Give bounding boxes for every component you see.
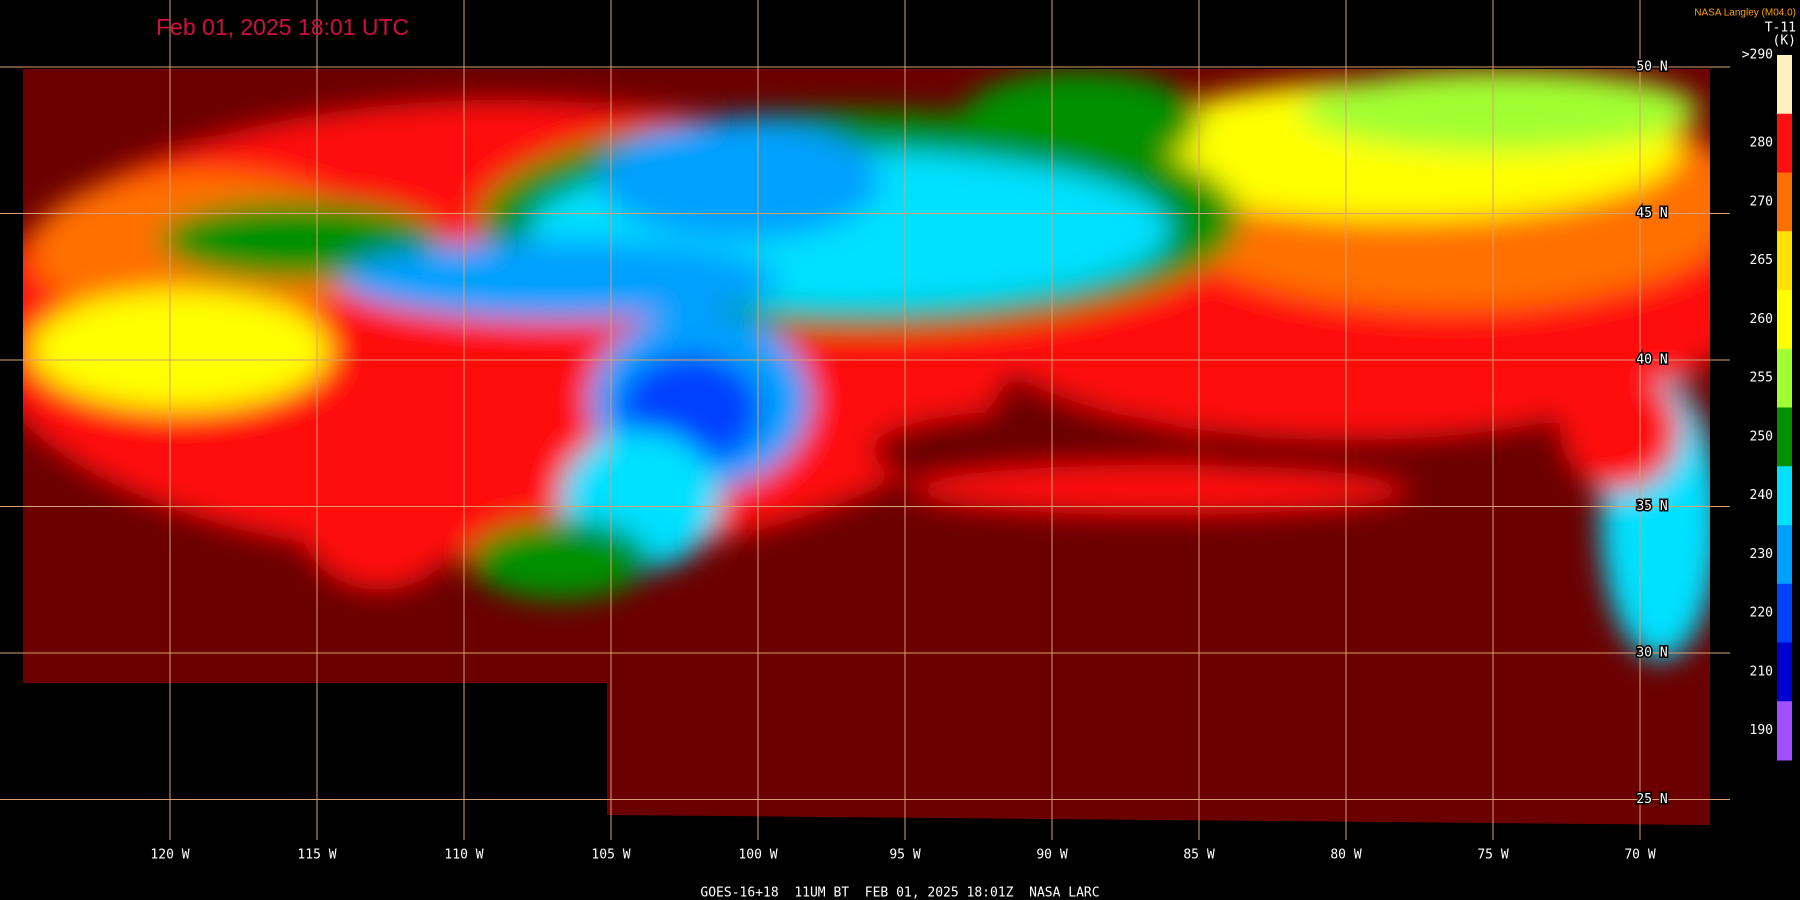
legend-swatch xyxy=(1777,701,1792,761)
lat-label: 40 N xyxy=(1636,353,1667,368)
legend-label: 255 xyxy=(1750,371,1773,386)
legend-label: 210 xyxy=(1750,664,1773,679)
legend-swatch xyxy=(1777,407,1792,467)
legend-label: 250 xyxy=(1750,429,1773,444)
legend-label: >290 xyxy=(1742,48,1773,63)
footer: GOES-16+18 11UM BT FEB 01, 2025 18:01Z N… xyxy=(700,886,1099,900)
lat-label: 25 N xyxy=(1636,792,1667,807)
lon-label: 80 W xyxy=(1330,848,1361,863)
lon-label: 70 W xyxy=(1624,848,1655,863)
legend-label: 230 xyxy=(1750,547,1773,562)
lat-label: 35 N xyxy=(1636,499,1667,514)
legend-unit: (K) xyxy=(1773,34,1796,49)
lat-label: 45 N xyxy=(1636,206,1667,221)
lon-label: 85 W xyxy=(1183,848,1214,863)
lon-label: 120 W xyxy=(150,848,189,863)
legend-swatch xyxy=(1777,290,1792,350)
legend: >290 280 270 265 260 255 250 240 230 220 210 190 xyxy=(1742,48,1792,761)
legend-swatch xyxy=(1777,231,1792,291)
legend-label: 265 xyxy=(1750,253,1773,268)
graticule: 120 W 115 W 110 W 105 W 100 W 95 W 90 W 85 W 80 … xyxy=(0,0,1730,863)
lon-label: 115 W xyxy=(297,848,336,863)
imagery xyxy=(23,69,1710,825)
legend-label: 240 xyxy=(1750,488,1773,503)
legend-swatch xyxy=(1777,583,1792,643)
legend-swatch xyxy=(1777,525,1792,585)
lon-label: 95 W xyxy=(889,848,920,863)
lon-label: 110 W xyxy=(444,848,483,863)
legend-label: 280 xyxy=(1750,136,1773,151)
legend-swatch xyxy=(1777,113,1792,173)
lat-label: 50 N xyxy=(1636,60,1667,75)
lon-label: 90 W xyxy=(1036,848,1067,863)
lon-label: 100 W xyxy=(738,848,777,863)
legend-label: 260 xyxy=(1750,312,1773,327)
legend-swatch xyxy=(1777,348,1792,408)
legend-swatch xyxy=(1777,642,1792,702)
legend-swatch xyxy=(1777,55,1792,115)
cloud-field xyxy=(23,70,1710,660)
credit: NASA Langley (M04.0) xyxy=(1694,8,1796,19)
lat-label: 30 N xyxy=(1636,646,1667,661)
legend-swatch xyxy=(1777,466,1792,526)
title: Feb 01, 2025 18:01 UTC xyxy=(156,14,409,40)
legend-swatch xyxy=(1777,172,1792,232)
lon-label: 105 W xyxy=(591,848,630,863)
legend-label: 270 xyxy=(1750,194,1773,209)
legend-label: 190 xyxy=(1750,723,1773,738)
legend-title: T-11 xyxy=(1765,21,1796,36)
legend-label: 220 xyxy=(1750,606,1773,621)
lon-label: 75 W xyxy=(1477,848,1508,863)
